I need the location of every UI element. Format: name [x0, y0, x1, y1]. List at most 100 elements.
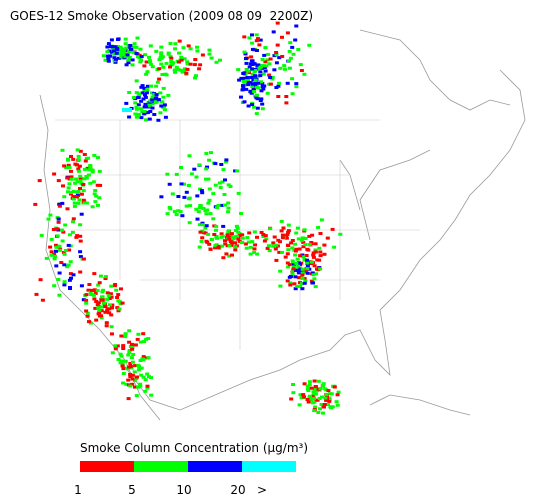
smoke-pixel	[290, 259, 295, 263]
smoke-pixel	[117, 307, 122, 311]
smoke-pixel	[165, 172, 170, 176]
smoke-pixel	[117, 49, 122, 53]
smoke-pixel	[126, 353, 131, 357]
smoke-pixel	[290, 45, 295, 49]
smoke-pixel	[93, 189, 98, 192]
smoke-pixel	[313, 405, 318, 409]
smoke-pixel	[205, 165, 209, 169]
smoke-pixel	[286, 244, 291, 248]
smoke-pixel	[295, 226, 300, 230]
smoke-pixel	[95, 289, 100, 293]
smoke-pixel	[321, 411, 325, 415]
smoke-pixel	[93, 291, 98, 295]
smoke-pixel	[305, 247, 310, 251]
smoke-pixel	[143, 378, 148, 382]
smoke-pixel	[146, 102, 151, 106]
smoke-pixel	[310, 281, 315, 285]
smoke-pixel	[116, 358, 121, 361]
smoke-pixel	[143, 93, 147, 97]
smoke-pixel	[55, 234, 60, 238]
smoke-pixel	[74, 177, 78, 181]
smoke-pixel	[274, 243, 279, 247]
smoke-pixel	[325, 236, 330, 240]
smoke-pixel	[150, 65, 155, 69]
smoke-pixel	[140, 110, 145, 114]
smoke-pixel	[138, 340, 143, 344]
smoke-pixel	[92, 293, 96, 297]
smoke-pixel	[126, 397, 131, 401]
smoke-pixel	[143, 389, 148, 393]
smoke-pixel	[92, 297, 97, 301]
smoke-pixel	[127, 365, 132, 369]
smoke-pixel	[198, 63, 203, 67]
smoke-pixel	[75, 163, 79, 167]
smoke-pixel	[136, 363, 141, 367]
smoke-pixel	[52, 284, 57, 288]
smoke-pixel	[79, 192, 84, 196]
smoke-pixel	[76, 167, 81, 171]
smoke-pixel	[248, 89, 253, 93]
smoke-pixel	[138, 107, 143, 111]
smoke-pixel	[84, 309, 89, 313]
smoke-pixel	[318, 407, 322, 411]
smoke-pixel	[144, 60, 149, 64]
smoke-pixel	[285, 233, 290, 237]
smoke-pixel	[290, 270, 295, 274]
smoke-pixel	[180, 214, 185, 218]
smoke-pixel	[280, 35, 284, 39]
smoke-pixel	[222, 193, 227, 196]
smoke-pixel	[322, 252, 327, 256]
smoke-pixel	[197, 67, 202, 71]
smoke-pixel	[323, 396, 328, 400]
smoke-pixel	[179, 166, 183, 169]
smoke-pixel	[181, 46, 186, 50]
smoke-pixel	[296, 261, 301, 265]
smoke-pixel	[105, 45, 110, 49]
smoke-pixel	[149, 62, 154, 66]
smoke-pixel	[116, 293, 121, 297]
smoke-pixel	[192, 63, 197, 67]
smoke-pixel	[265, 58, 270, 62]
smoke-pixel	[108, 303, 112, 307]
smoke-pixel	[311, 390, 316, 394]
smoke-pixel	[141, 375, 146, 379]
smoke-pixel	[236, 191, 241, 195]
smoke-pixel	[134, 105, 139, 109]
smoke-pixel	[305, 264, 310, 268]
smoke-pixel	[278, 66, 283, 70]
smoke-pixel	[56, 217, 61, 221]
smoke-pixel	[309, 279, 314, 283]
smoke-pixel	[297, 403, 302, 407]
smoke-pixel	[75, 234, 80, 238]
smoke-pixel	[206, 201, 211, 205]
smoke-pixel	[291, 267, 296, 271]
smoke-pixel	[211, 192, 216, 196]
smoke-pixel	[271, 241, 276, 245]
smoke-pixel	[209, 56, 214, 60]
smoke-pixel	[189, 172, 194, 176]
smoke-pixel	[127, 115, 132, 119]
smoke-pixel	[312, 277, 317, 281]
smoke-pixel	[300, 287, 305, 291]
smoke-pixel	[299, 69, 304, 72]
smoke-pixel	[82, 153, 87, 156]
smoke-pixel	[146, 356, 151, 360]
smoke-pixel	[164, 61, 169, 65]
smoke-pixel	[215, 236, 219, 240]
smoke-pixel	[254, 33, 259, 37]
smoke-pixel	[66, 163, 71, 167]
smoke-pixel	[62, 164, 67, 168]
smoke-pixel	[274, 86, 279, 89]
smoke-pixel	[290, 272, 295, 276]
smoke-pixel	[242, 100, 247, 104]
smoke-pixel	[138, 382, 143, 386]
smoke-pixel	[227, 254, 232, 258]
smoke-pixel	[65, 265, 70, 269]
smoke-pixel	[66, 243, 71, 247]
smoke-pixel	[335, 393, 340, 397]
smoke-pixel	[244, 57, 248, 60]
smoke-pixel	[147, 59, 152, 63]
smoke-pixel	[142, 89, 147, 93]
smoke-pixel	[274, 61, 279, 65]
smoke-pixel	[69, 175, 74, 179]
